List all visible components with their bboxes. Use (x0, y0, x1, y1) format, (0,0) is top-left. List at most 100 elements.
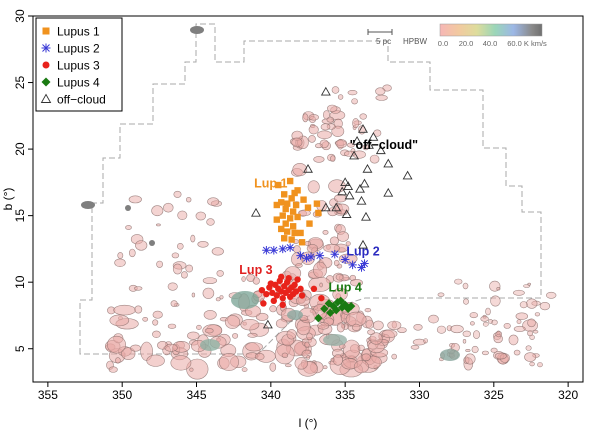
lupus4-point (346, 301, 356, 311)
emission-blob (480, 315, 489, 322)
lupus3-point (291, 281, 298, 289)
emission-blob (532, 329, 539, 334)
emission-blob (391, 353, 398, 360)
emission-blob (134, 286, 143, 291)
y-tick-label: 20 (13, 142, 27, 156)
emission-blob (490, 295, 501, 307)
lupus3-point (297, 285, 304, 293)
region-annotations: Lup 1 Lup 2 Lup 3 Lup 4 "off−cloud" (239, 138, 418, 294)
emission-blob (134, 305, 143, 314)
emission-blob (167, 282, 178, 291)
emission-blob (333, 259, 340, 267)
emission-blob (142, 316, 149, 322)
emission-blob (130, 344, 141, 352)
lupus3-point (298, 292, 306, 299)
emission-blob (495, 331, 503, 338)
emission-blob (187, 331, 200, 340)
emission-blob (413, 323, 423, 331)
offcloud-point (303, 163, 313, 173)
colorbar-ticks: 0.0 20.0 40.0 60.0 K km/s (438, 39, 547, 48)
emission-blob (245, 342, 263, 352)
emission-blob (113, 304, 136, 316)
x-tick-label: 345 (186, 388, 206, 402)
offcloud-point (262, 319, 273, 329)
lupus4-point (314, 313, 323, 323)
emission-blob (465, 348, 471, 352)
lupus2-point (278, 244, 287, 254)
emission-blob (308, 114, 319, 121)
offcloud-point (358, 239, 368, 249)
x-axis: 355 350 345 340 335 330 325 320 (38, 382, 578, 402)
x-tick-label: 330 (409, 388, 429, 402)
colorbar-tick-label: 60.0 K km/s (507, 39, 547, 48)
lupus2-point (330, 250, 339, 259)
emission-blob (114, 258, 126, 267)
lupus1-point (286, 177, 294, 185)
emission-blob (326, 116, 334, 123)
emission-blob (156, 260, 163, 268)
offcloud-point (362, 163, 373, 173)
emission-blob (294, 357, 308, 370)
emission-core (440, 349, 460, 361)
emission-blob (247, 332, 258, 338)
lupus1-point (292, 201, 300, 209)
emission-blob (527, 282, 532, 286)
emission-blob (462, 338, 467, 344)
emission-map (81, 26, 557, 380)
emission-blob (196, 324, 202, 330)
emission-blob (387, 320, 402, 330)
lupus1-point (298, 239, 306, 246)
lupus1-point (283, 228, 291, 235)
emission-blob (539, 302, 551, 311)
lupus4-point (326, 308, 335, 317)
y-tick-label: 5 (13, 345, 27, 352)
lupus2-point (285, 243, 295, 252)
lupus1-point (289, 208, 297, 215)
lupus1-point (273, 201, 280, 209)
lupus3-point (263, 290, 270, 298)
lupus2-point (315, 251, 325, 260)
lupus3-point (260, 300, 267, 307)
emission-blob (312, 261, 327, 279)
lupus3-point (270, 297, 278, 305)
emission-blob (345, 241, 351, 246)
region-label: Lup 1 (254, 177, 287, 191)
lupus1-point (294, 213, 301, 221)
emission-blob (335, 139, 348, 149)
emission-spot (149, 240, 155, 246)
emission-blob (537, 362, 543, 368)
offcloud-point (341, 209, 352, 218)
emission-blob (334, 194, 347, 203)
emission-blob (275, 318, 288, 329)
emission-blob (519, 301, 528, 309)
emission-blob (202, 277, 217, 284)
lupus3-point (273, 292, 280, 299)
emission-blob (164, 343, 178, 352)
emission-blob (281, 352, 289, 358)
emission-blob (313, 156, 325, 163)
x-tick-label: 320 (558, 388, 578, 402)
emission-blob (302, 113, 309, 123)
emission-blob (503, 322, 511, 329)
emission-blob (464, 353, 476, 365)
emission-blob (269, 305, 277, 313)
emission-blob (186, 197, 192, 203)
emission-blob (369, 332, 383, 345)
emission-blob (224, 315, 241, 329)
emission-blob (177, 210, 188, 221)
emission-blob (527, 318, 536, 328)
emission-blob (463, 298, 469, 305)
emission-blob (454, 278, 463, 285)
emission-blob (331, 86, 340, 94)
emission-blob (335, 273, 344, 281)
lupus4-point (320, 304, 329, 313)
x-tick-label: 340 (261, 388, 281, 402)
scale-beam-label: HPBW (403, 37, 427, 46)
lupus3-point (258, 286, 266, 294)
emission-blob (423, 338, 428, 344)
emission-blob (155, 223, 161, 227)
emission-blob (496, 287, 501, 291)
lupus1-point (306, 220, 313, 227)
emission-blob (108, 366, 118, 373)
